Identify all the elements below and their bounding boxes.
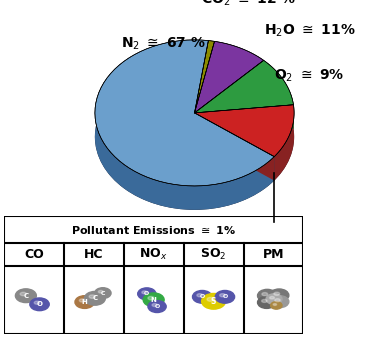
Ellipse shape: [148, 296, 154, 300]
Ellipse shape: [30, 298, 49, 311]
Polygon shape: [194, 105, 293, 137]
Polygon shape: [95, 40, 274, 210]
Polygon shape: [194, 105, 293, 137]
Text: O: O: [200, 294, 205, 299]
Ellipse shape: [274, 292, 280, 295]
Ellipse shape: [89, 295, 95, 298]
Text: NO$_x$: NO$_x$: [139, 247, 168, 262]
Polygon shape: [274, 105, 294, 181]
Polygon shape: [194, 40, 209, 137]
Text: C: C: [92, 295, 98, 301]
Ellipse shape: [271, 296, 289, 308]
Ellipse shape: [143, 293, 164, 307]
Text: PM: PM: [263, 248, 284, 261]
Ellipse shape: [270, 297, 274, 299]
Ellipse shape: [220, 294, 226, 297]
Text: C: C: [23, 293, 28, 299]
Ellipse shape: [258, 289, 277, 302]
Polygon shape: [214, 41, 264, 84]
Polygon shape: [95, 40, 274, 186]
Polygon shape: [194, 41, 264, 113]
Text: C: C: [101, 290, 105, 296]
Ellipse shape: [84, 292, 105, 305]
Ellipse shape: [270, 289, 289, 302]
Ellipse shape: [202, 294, 226, 309]
Text: S: S: [211, 297, 216, 306]
Ellipse shape: [95, 64, 294, 210]
Polygon shape: [194, 60, 264, 137]
Ellipse shape: [197, 294, 203, 297]
Ellipse shape: [207, 297, 214, 301]
Text: H: H: [82, 299, 88, 305]
Ellipse shape: [193, 290, 212, 303]
Text: O: O: [144, 292, 149, 296]
Text: O: O: [154, 304, 160, 309]
Polygon shape: [194, 113, 274, 181]
Ellipse shape: [75, 296, 94, 308]
Polygon shape: [194, 41, 214, 137]
Polygon shape: [194, 113, 274, 181]
Ellipse shape: [148, 301, 166, 312]
Text: H$_2$O $\cong$ 11%: H$_2$O $\cong$ 11%: [264, 22, 355, 39]
Text: N: N: [151, 297, 157, 303]
Ellipse shape: [262, 300, 267, 302]
Ellipse shape: [98, 290, 103, 293]
Ellipse shape: [215, 290, 235, 303]
Ellipse shape: [152, 304, 158, 307]
Ellipse shape: [95, 288, 111, 299]
Polygon shape: [209, 40, 214, 65]
Ellipse shape: [271, 302, 282, 309]
Ellipse shape: [20, 292, 26, 296]
Text: N$_2$ $\cong$ 67 %: N$_2$ $\cong$ 67 %: [121, 36, 206, 52]
Ellipse shape: [34, 301, 40, 304]
Polygon shape: [194, 40, 214, 113]
Text: O$_2$ $\cong$ 9%: O$_2$ $\cong$ 9%: [274, 67, 345, 84]
Ellipse shape: [273, 304, 277, 305]
Ellipse shape: [16, 289, 36, 303]
Ellipse shape: [138, 288, 156, 300]
Text: O: O: [223, 294, 228, 299]
Polygon shape: [194, 60, 264, 137]
Polygon shape: [194, 60, 293, 113]
Ellipse shape: [262, 293, 268, 296]
Polygon shape: [194, 40, 209, 137]
Ellipse shape: [275, 299, 280, 302]
Ellipse shape: [79, 299, 85, 302]
Polygon shape: [194, 105, 294, 157]
Ellipse shape: [266, 294, 282, 304]
Polygon shape: [194, 41, 214, 137]
Text: CO: CO: [24, 248, 44, 261]
Ellipse shape: [258, 297, 276, 308]
Text: Pollutant Emissions $\cong$ 1%: Pollutant Emissions $\cong$ 1%: [71, 224, 237, 236]
Ellipse shape: [142, 291, 147, 294]
Text: O: O: [37, 301, 42, 307]
Text: SO$_2$: SO$_2$: [200, 247, 227, 262]
Text: CO$_2$ $\cong$ 12 %: CO$_2$ $\cong$ 12 %: [201, 0, 296, 8]
Text: HC: HC: [84, 248, 103, 261]
Polygon shape: [264, 60, 293, 129]
